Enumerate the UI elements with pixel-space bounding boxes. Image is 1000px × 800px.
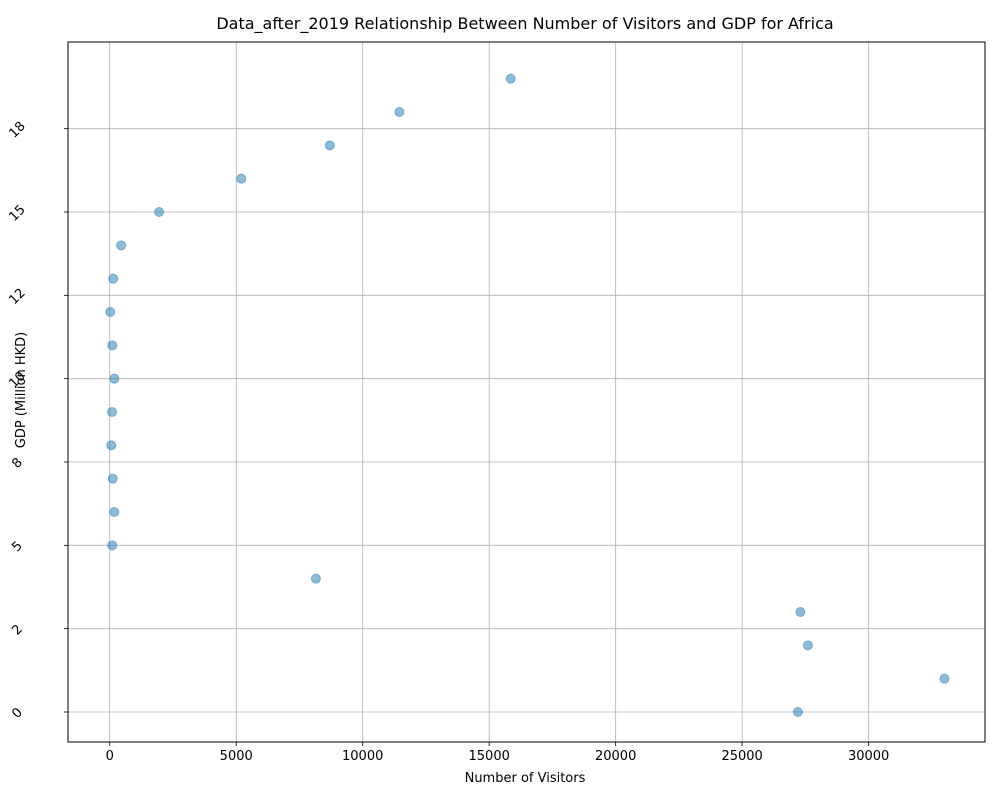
data-point xyxy=(802,640,813,651)
data-point xyxy=(107,340,118,351)
chart-title: Data_after_2019 Relationship Between Num… xyxy=(216,14,833,34)
x-axis-ticks: 0 5000 10000 15000 20000 25000 30000 xyxy=(106,742,889,764)
plot-frame xyxy=(67,41,986,743)
data-points xyxy=(105,73,950,717)
x-tick-label: 25000 xyxy=(721,749,762,764)
x-tick-label: 20000 xyxy=(595,749,636,764)
data-point xyxy=(310,573,321,584)
data-point xyxy=(105,307,116,317)
data-point xyxy=(116,240,127,251)
x-tick-label: 30000 xyxy=(848,749,889,764)
x-tick-label: 0 xyxy=(106,749,114,764)
data-point xyxy=(109,373,120,384)
data-point xyxy=(107,540,118,551)
data-point xyxy=(154,207,165,217)
data-point xyxy=(109,507,120,517)
data-point xyxy=(107,407,118,417)
data-point xyxy=(792,707,803,717)
data-point xyxy=(939,673,950,684)
data-point xyxy=(107,473,118,484)
x-tick-label: 5000 xyxy=(220,749,253,764)
x-tick-label: 15000 xyxy=(469,749,510,764)
data-point xyxy=(106,440,117,451)
x-tick-label: 10000 xyxy=(342,749,383,764)
data-point xyxy=(236,173,247,184)
x-axis-label: Number of Visitors xyxy=(465,771,586,786)
grid-lines xyxy=(68,42,985,742)
data-point xyxy=(795,607,806,617)
data-point xyxy=(394,107,405,117)
data-point xyxy=(505,73,516,84)
data-point xyxy=(108,273,119,284)
data-point xyxy=(324,140,335,151)
y-axis-label: GDP (Million HKD) xyxy=(14,332,29,449)
